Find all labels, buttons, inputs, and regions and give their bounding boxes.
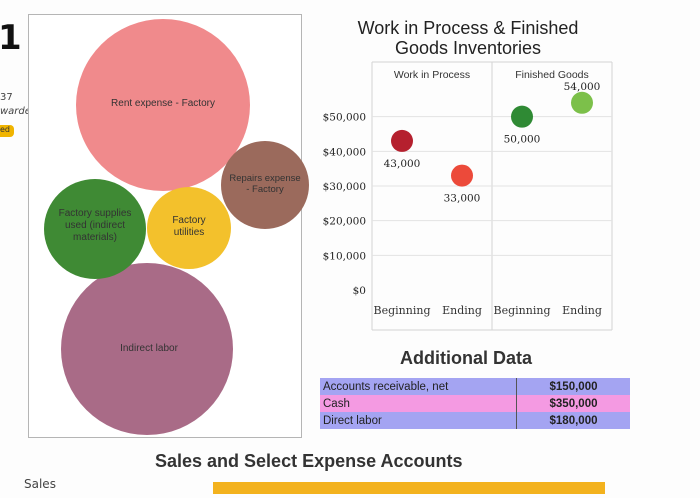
sales-accounts-bar xyxy=(213,482,605,494)
bubble-repairs-expense[interactable] xyxy=(221,141,309,229)
row-label: Accounts receivable, net xyxy=(323,380,449,393)
factory-supplies-label: Factory supplies used (indirect material… xyxy=(44,208,146,244)
data-label: 33,000 xyxy=(444,193,481,205)
additional-data-row: Accounts receivable, net $150,000 xyxy=(320,378,630,395)
bubble-rent-expense[interactable] xyxy=(76,19,250,191)
sales-label: Sales xyxy=(24,477,56,491)
additional-data-table: Accounts receivable, net $150,000 Cash $… xyxy=(320,378,630,429)
bubble-factory-supplies[interactable] xyxy=(44,179,146,279)
data-label: 54,000 xyxy=(564,81,601,93)
row-label: Direct labor xyxy=(323,414,382,427)
factory-supplies-label-line1: Factory supplies xyxy=(58,208,132,219)
expense-bubble-chart: Rent expense - Factory Factory supplies … xyxy=(28,14,309,438)
additional-data-row: Direct labor $180,000 xyxy=(320,412,630,429)
background-strip: 1 37 warded ed xyxy=(0,0,37,498)
additional-data-title: Additional Data xyxy=(400,348,533,368)
bubble-indirect-labor[interactable] xyxy=(61,263,233,435)
data-label: 50,000 xyxy=(504,134,541,146)
x-category-label: Beginning xyxy=(494,304,551,317)
y-tick-label: $50,000 xyxy=(323,112,366,124)
inventory-chart-title: Work in Process & Finished Goods Invento… xyxy=(320,18,616,58)
repairs-expense-label-line2: - Factory xyxy=(246,184,284,196)
x-category-label: Ending xyxy=(562,304,602,317)
rent-expense-label: Rent expense - Factory xyxy=(111,98,215,109)
y-tick-label: $30,000 xyxy=(323,181,366,193)
partial-badge: ed xyxy=(0,125,14,137)
row-value: $350,000 xyxy=(516,395,630,412)
sales-accounts-title: Sales and Select Expense Accounts xyxy=(155,451,463,471)
y-tick-label: $20,000 xyxy=(323,216,366,228)
group-label: Work in Process xyxy=(394,69,470,81)
partial-word: warded xyxy=(0,106,38,117)
factory-utilities-label: Factory utilities xyxy=(153,215,225,239)
partial-count: 37 xyxy=(0,92,13,103)
bubble-factory-utilities[interactable] xyxy=(147,187,231,269)
repairs-expense-label: Repairs expense - Factory xyxy=(223,173,307,196)
y-tick-label: $10,000 xyxy=(323,250,366,262)
x-category-label: Ending xyxy=(442,304,482,317)
group-label: Finished Goods xyxy=(515,69,589,81)
row-value: $180,000 xyxy=(516,412,630,429)
repairs-expense-label-line1: Repairs expense xyxy=(229,173,301,184)
indirect-labor-label: Indirect labor xyxy=(120,343,178,354)
data-label: 43,000 xyxy=(384,158,421,170)
factory-utilities-label-line2: utilities xyxy=(173,227,205,238)
data-point xyxy=(391,129,413,152)
inventory-chart-title-line2: Goods Inventories xyxy=(394,38,542,59)
y-tick-label: $40,000 xyxy=(323,146,366,158)
factory-supplies-label-line2: used (indirect xyxy=(64,220,126,231)
data-point xyxy=(451,164,473,187)
y-tick-label: $0 xyxy=(353,285,366,297)
row-label: Cash xyxy=(323,397,350,410)
data-point xyxy=(511,105,533,128)
partial-number: 1 xyxy=(0,18,22,58)
additional-data-row: Cash $350,000 xyxy=(320,395,630,412)
factory-supplies-label-line3: materials) xyxy=(73,232,117,243)
x-category-label: Beginning xyxy=(374,304,431,317)
row-value: $150,000 xyxy=(516,378,630,395)
inventory-chart-title-line1: Work in Process & Finished xyxy=(357,18,579,38)
factory-utilities-label-line1: Factory xyxy=(172,215,206,226)
data-point xyxy=(571,91,593,114)
